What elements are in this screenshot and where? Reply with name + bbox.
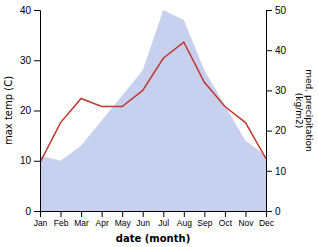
tick-mark [266,131,272,132]
tick: Feb [54,211,69,228]
tick: Dec [259,211,275,228]
tick-mark [122,211,123,217]
marks [40,10,266,211]
tick-label: Aug [177,218,192,228]
tick: 50 [266,5,287,16]
tick-label: 30 [20,55,32,66]
tick-label: 20 [20,105,32,116]
tick-mark [34,211,40,212]
tick-mark [266,171,272,172]
x-axis: Jan Feb Mar Apr May Jun Jul Aug Sep Oct Nov Dec [34,211,275,228]
tick-label: Apr [96,218,109,228]
y2-axis-title-line: (kg/m2) [294,93,304,128]
tick-mark [102,211,103,217]
tick-label: 30 [275,85,287,96]
tick-label: Oct [219,218,233,228]
tick: Oct [219,211,233,228]
area [40,10,266,211]
tick: 20 [266,125,287,136]
tick-label: 50 [275,5,287,16]
tick: 40 [20,5,40,16]
tick-label: Sep [197,218,212,228]
tick-mark [81,211,82,217]
tick: Mar [74,211,89,228]
axis-line [34,11,41,212]
tick-mark [266,211,272,212]
tick-label: 20 [275,125,287,136]
y2-axis-title-line: med. precipitation [304,69,314,151]
tick-mark [163,211,164,217]
chart: JanFebMarAprMayJunJulAugSepOctNovDec0102… [0,0,318,247]
y2-axis-title: med. precipitation(kg/m2) [294,69,314,151]
tick: 0 [266,206,281,217]
axis-line [41,212,267,218]
tick-label: May [115,218,132,228]
tick: 30 [266,85,287,96]
tick-mark [245,211,246,217]
axis-line [267,11,273,212]
tick: Jun [136,211,150,228]
tick-label: 0 [25,206,31,217]
tick: May [115,211,132,228]
tick: Sep [197,211,212,228]
tick-mark [225,211,226,217]
tick-label: 10 [20,155,32,166]
y-axis-title: max temp (C) [3,76,14,145]
tick: Jan [34,211,48,228]
tick-label: Nov [238,218,254,228]
tick: Aug [177,211,192,228]
tick-mark [184,211,185,217]
tick-label: Feb [54,218,69,228]
tick-mark [143,211,144,217]
tick-label: Jun [136,218,150,228]
plot-area: JanFebMarAprMayJunJulAugSepOctNovDec0102… [20,5,287,228]
y2-axis: 0 10 20 30 40 50 [266,5,287,217]
tick: Nov [238,211,254,228]
tick-mark [34,111,40,112]
tick: 30 [20,55,40,66]
tick-mark [34,161,40,162]
tick: 10 [266,166,287,177]
tick-label: Jul [158,218,169,228]
tick: 0 [25,206,40,217]
tick-mark [61,211,62,217]
x-axis-title: date (month) [116,233,190,244]
tick: 20 [20,105,40,116]
tick: Jul [158,211,169,228]
y-axis: 0 10 20 30 40 [20,5,41,217]
tick-mark [34,10,40,11]
tick-label: 40 [275,45,287,56]
tick-label: Mar [74,218,89,228]
tick-mark [266,50,272,51]
tick: 10 [20,155,40,166]
tick-label: Dec [259,218,275,228]
tick-mark [266,10,272,11]
tick-mark [266,90,272,91]
tick-label: 0 [275,206,281,217]
tick: 40 [266,45,287,56]
tick-mark [34,60,40,61]
tick-label: 40 [20,5,32,16]
tick-label: Jan [34,218,48,228]
tick-label: 10 [275,166,287,177]
tick-mark [204,211,205,217]
line [40,42,266,163]
tick: Apr [96,211,109,228]
